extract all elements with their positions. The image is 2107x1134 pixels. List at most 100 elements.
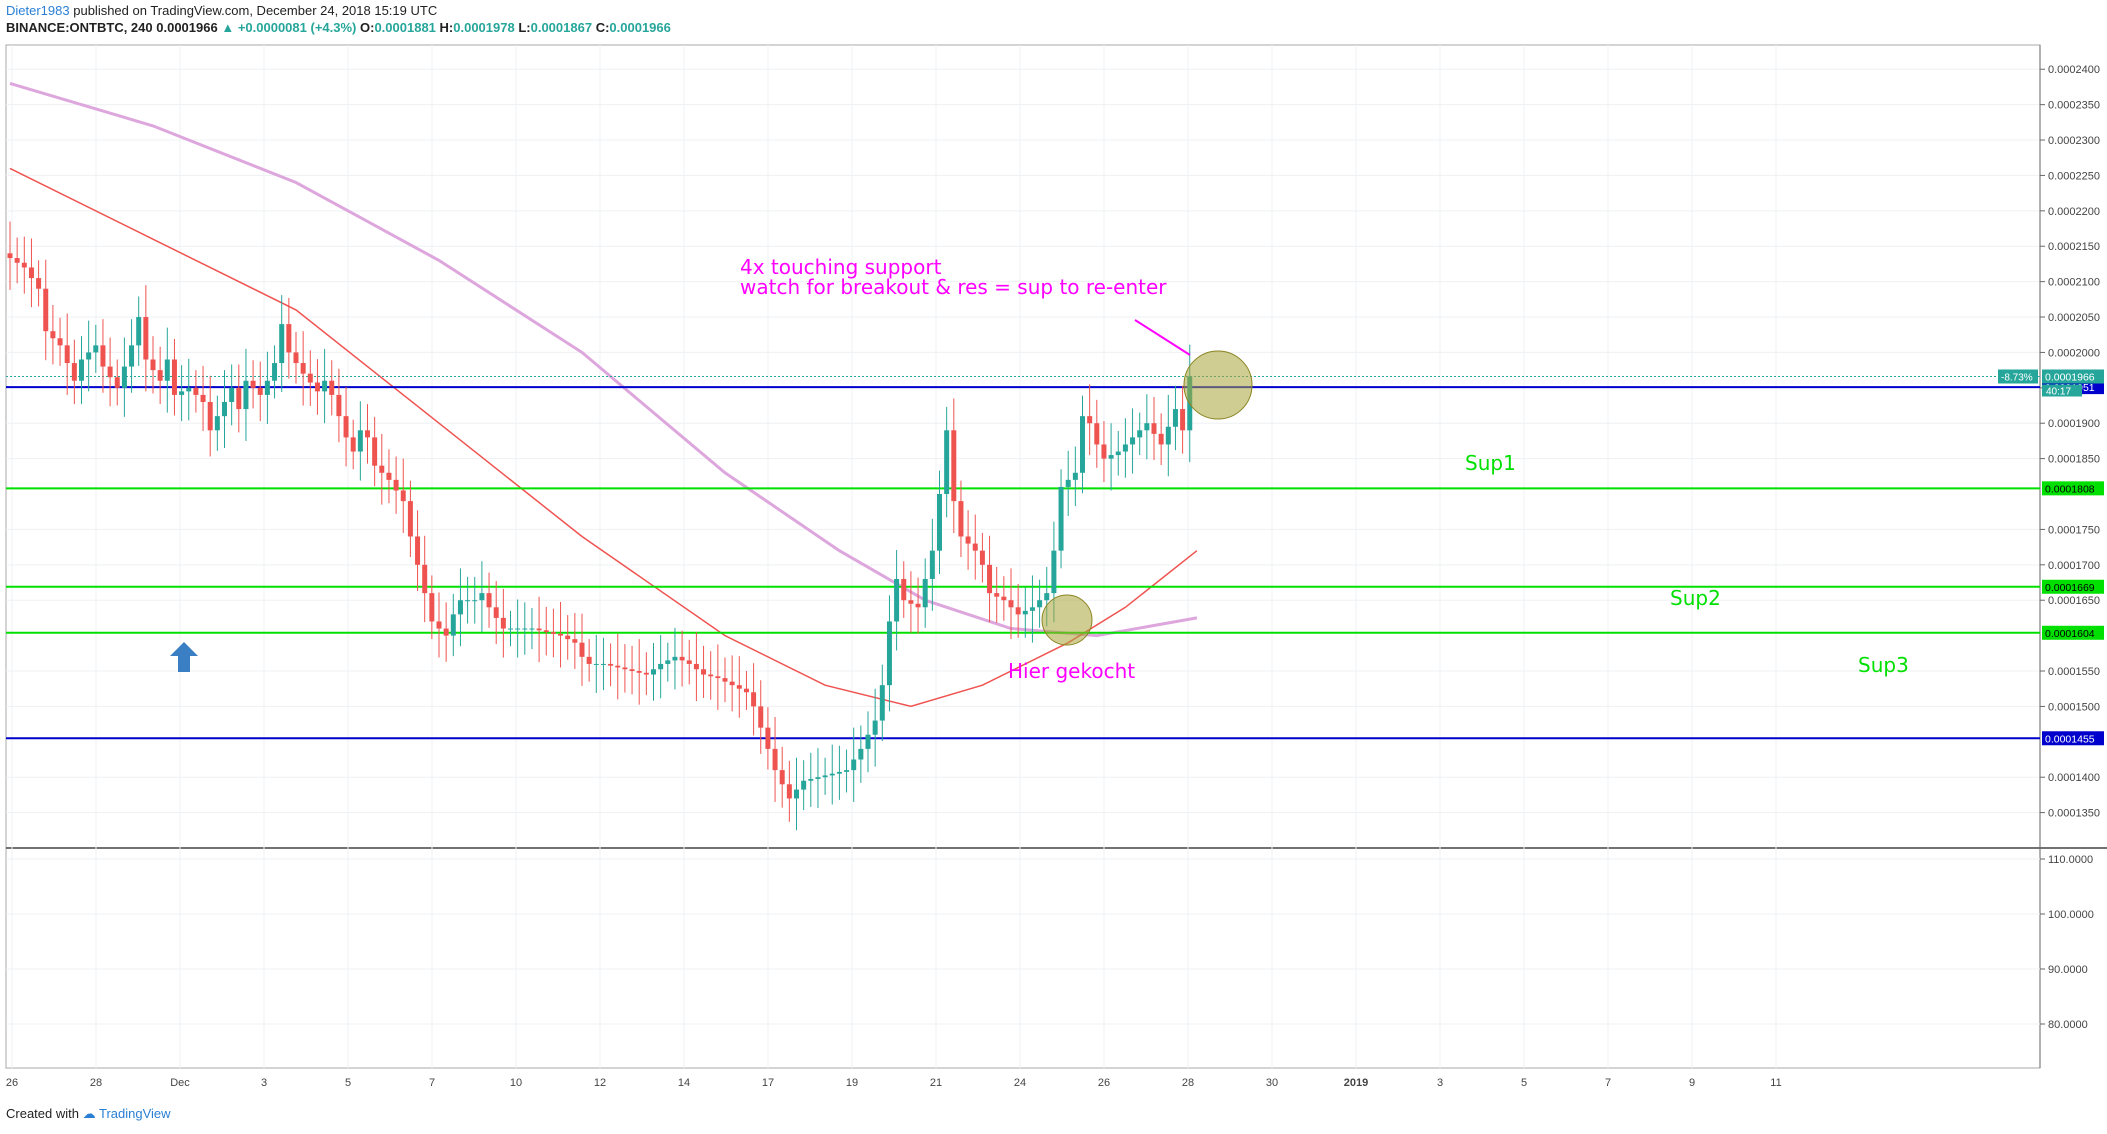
candle bbox=[1058, 469, 1064, 569]
x-tick-label: 14 bbox=[678, 1077, 690, 1089]
candle-body bbox=[272, 363, 278, 381]
candle-body bbox=[1080, 416, 1085, 473]
x-tick-label: 12 bbox=[594, 1077, 606, 1089]
candle-body bbox=[586, 656, 592, 664]
y-tick-label: 0.0002200 bbox=[2048, 206, 2100, 218]
candle-body bbox=[758, 706, 764, 728]
candle bbox=[422, 535, 428, 623]
candle-body bbox=[829, 773, 835, 776]
candle bbox=[529, 608, 535, 650]
candle-body bbox=[615, 665, 621, 668]
close-value: 0.0001966 bbox=[609, 20, 671, 35]
candle-body bbox=[1094, 423, 1100, 445]
candle-body bbox=[114, 377, 120, 388]
candle-body bbox=[672, 656, 678, 661]
candle-body bbox=[508, 628, 513, 630]
candle-body bbox=[550, 632, 556, 634]
candle bbox=[836, 745, 842, 800]
candle-body bbox=[922, 578, 928, 608]
price-tag bbox=[2042, 369, 2104, 384]
candle-body bbox=[686, 660, 692, 664]
candle-body bbox=[987, 564, 993, 594]
candle bbox=[14, 237, 20, 284]
author-link[interactable]: Dieter1983 bbox=[6, 3, 70, 18]
candle bbox=[450, 593, 456, 657]
candle-body bbox=[894, 578, 900, 622]
candle-body bbox=[150, 359, 156, 371]
y-tick-label: 0.0001900 bbox=[2048, 418, 2100, 430]
candle bbox=[1065, 450, 1071, 516]
candle-body bbox=[743, 688, 749, 693]
candle-body bbox=[250, 380, 256, 388]
candle-body bbox=[379, 465, 385, 473]
candle bbox=[844, 749, 850, 793]
candle bbox=[21, 236, 27, 294]
change-tag bbox=[1998, 369, 2038, 384]
zone-label: Sup2 bbox=[1670, 586, 1721, 610]
symbol-interval: BINANCE:ONTBTC, 240 bbox=[6, 20, 153, 35]
candle-body bbox=[64, 345, 70, 364]
candle-body bbox=[214, 416, 220, 431]
candle bbox=[121, 337, 127, 417]
candle bbox=[643, 652, 649, 696]
candle bbox=[865, 711, 871, 773]
candle bbox=[572, 612, 578, 669]
candle bbox=[150, 336, 156, 394]
change-value: +0.0000081 (+4.3%) bbox=[237, 20, 357, 35]
candle-body bbox=[314, 382, 320, 392]
candle-body bbox=[300, 363, 306, 374]
candle bbox=[822, 757, 828, 795]
candle-body bbox=[536, 628, 542, 631]
footer: Created with ☁ TradingView bbox=[6, 1106, 171, 1122]
candle-body bbox=[1029, 607, 1035, 611]
candle-body bbox=[350, 437, 356, 452]
candle bbox=[565, 615, 571, 660]
candle bbox=[407, 480, 413, 558]
candle bbox=[994, 566, 1000, 623]
candle-body bbox=[865, 734, 871, 749]
candle-body bbox=[579, 642, 585, 657]
candle-body bbox=[722, 678, 728, 682]
candle bbox=[722, 657, 728, 703]
candle bbox=[743, 671, 749, 710]
chart-header: Dieter1983 published on TradingView.com,… bbox=[6, 2, 2096, 40]
high-label: H: bbox=[439, 20, 454, 35]
candle-body bbox=[121, 366, 127, 388]
x-tick-label: 26 bbox=[6, 1077, 18, 1089]
candle-body bbox=[851, 759, 857, 771]
indicator-tick-label: 80.0000 bbox=[2048, 1019, 2088, 1031]
candle bbox=[365, 404, 370, 464]
candle bbox=[286, 297, 292, 379]
candle bbox=[1087, 384, 1093, 456]
candle bbox=[672, 627, 678, 690]
candle-body bbox=[322, 380, 328, 392]
x-tick-label: 28 bbox=[90, 1077, 102, 1089]
x-tick-label: 5 bbox=[345, 1077, 351, 1089]
candle-body bbox=[779, 770, 785, 785]
x-tick-label: 5 bbox=[1521, 1077, 1527, 1089]
tradingview-link[interactable]: TradingView bbox=[99, 1106, 171, 1121]
price-chart[interactable]: 0.0002400 0.0002350 0.0002300 0.0002250 0.00… bbox=[0, 0, 2107, 1100]
candle-body bbox=[279, 324, 285, 364]
candle bbox=[264, 351, 270, 424]
candle bbox=[508, 610, 513, 647]
y-tick-label: 0.0001350 bbox=[2048, 808, 2100, 820]
candle bbox=[136, 296, 142, 366]
candle-body bbox=[28, 267, 34, 279]
candle-body bbox=[658, 663, 664, 670]
highlight-circle-bottom bbox=[1041, 594, 1093, 646]
candle bbox=[1015, 583, 1021, 638]
candle-body bbox=[636, 671, 642, 673]
candle-body bbox=[179, 391, 185, 395]
candle-body bbox=[57, 338, 63, 346]
candle bbox=[1072, 446, 1078, 507]
candle-body bbox=[107, 366, 113, 378]
candle-body bbox=[243, 380, 249, 410]
candle-body bbox=[522, 628, 528, 630]
ma-long-line bbox=[9, 81, 1198, 638]
candle bbox=[1094, 399, 1100, 468]
candle bbox=[500, 588, 506, 658]
candle-body bbox=[71, 363, 77, 381]
candle-body bbox=[1051, 550, 1057, 594]
candle-body bbox=[436, 621, 442, 629]
